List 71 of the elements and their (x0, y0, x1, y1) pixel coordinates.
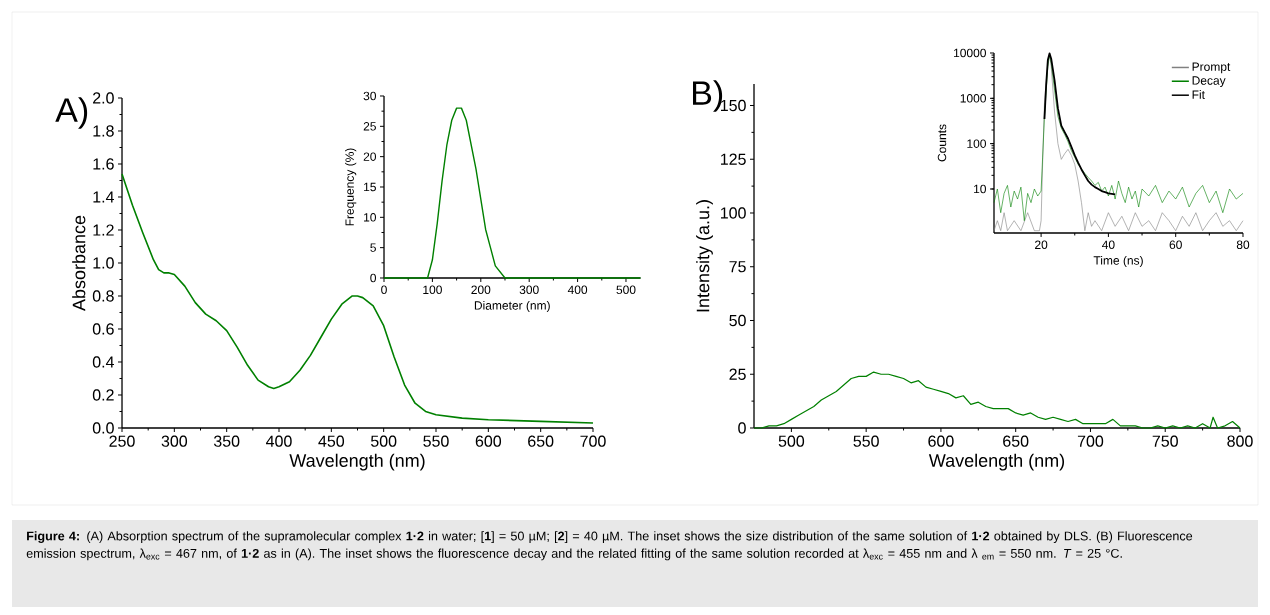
y-tick-label: 1.6 (93, 158, 114, 170)
y-axis-title: Absorbance (72, 215, 86, 311)
y-tick-label: 30 (363, 91, 377, 101)
text: Figure 4: (A) Absorption spectrum of the supramolecular complex 1·2 in water; [1] = 50 µM; [2] = 40 µM. The inset shows the size distribution of the same solution of 1·2 obtained by DLS. (B) Fluorescence emission spectrum, λ$_{exc}$ = 467 nm, of 1·2 as in (A). The inset shows the fluorescence decay and the related fitting of the same solution recorded at λ$_{exc}$ = 455 nm and λ $_{em}$ = 550 nm. T = 25 °C. (26, 531, 1193, 561)
x-tick-label: 500 (616, 285, 636, 295)
text: B) (693, 80, 723, 112)
y-tick-label: 75 (729, 261, 746, 273)
x-axis-title: Wavelength (nm) (289, 453, 425, 471)
y-tick-label: 125 (721, 153, 746, 165)
y-tick-label: 10 (364, 213, 377, 222)
x-tick-label: 40 (1102, 240, 1115, 249)
y-tick-label: 20 (363, 152, 377, 161)
x-tick-label: 650 (528, 435, 554, 447)
x-tick-label: 600 (928, 435, 954, 447)
y-tick-label: 1.2 (93, 224, 114, 236)
x-tick-label: 650 (1003, 435, 1029, 447)
x-tick-label: 750 (1152, 435, 1178, 447)
y-tick-label: 25 (363, 122, 376, 131)
y-tick-label: 0 (370, 273, 377, 283)
y-tick-label: 0.8 (92, 290, 114, 302)
x-tick-label: 400 (567, 285, 588, 295)
y-tick-label: 0.4 (92, 356, 114, 368)
x-tick-label: 800 (1227, 435, 1253, 447)
x-tick-label: 300 (519, 285, 539, 295)
y-tick-label: 10 (974, 184, 986, 194)
x-tick-label: 200 (471, 285, 491, 295)
x-tick-label: 0 (381, 285, 387, 295)
y-tick-label: 2.0 (93, 92, 114, 104)
x-axis-title: Time (ns) (1093, 255, 1143, 268)
x-tick-label: 60 (1169, 240, 1182, 249)
x-tick-label: 400 (266, 435, 292, 447)
x-tick-label: 700 (580, 435, 606, 447)
y-tick-label: 0.6 (92, 323, 114, 335)
x-axis-title: Wavelength (nm) (928, 453, 1065, 471)
y-tick-label: 150 (721, 99, 746, 112)
y-tick-label: 100 (967, 139, 986, 148)
x-tick-label: 550 (423, 435, 449, 447)
x-tick-label: 500 (370, 435, 397, 447)
y-tick-label: 10000 (954, 48, 986, 58)
y-tick-label: 100 (721, 207, 746, 219)
y-tick-label: 1.4 (93, 191, 114, 203)
x-axis-title: Diameter (nm) (474, 300, 550, 313)
x-tick-label: 550 (853, 435, 879, 447)
legend-label: Decay (1192, 76, 1226, 88)
x-tick-label: 20 (1035, 240, 1048, 249)
legend-label: Fit (1192, 90, 1205, 99)
x-tick-label: 600 (475, 435, 502, 447)
x-tick-label: 80 (1236, 240, 1250, 249)
y-axis-title: Intensity (a.u.) (696, 200, 713, 312)
y-tick-label: 1.8 (93, 125, 114, 137)
line-series (1043, 52, 1117, 196)
x-tick-label: 500 (778, 435, 805, 447)
x-tick-label: 100 (423, 285, 442, 295)
y-tick-label: 0.2 (92, 389, 114, 401)
y-axis-title: Frequency (%) (345, 148, 357, 226)
y-tick-label: 25 (729, 368, 746, 380)
y-tick-label: 15 (364, 182, 376, 192)
y-tick-label: 50 (729, 314, 746, 327)
x-tick-label: 250 (109, 435, 135, 447)
y-tick-label: 5 (370, 243, 376, 252)
y-tick-label: 0.0 (92, 422, 114, 434)
x-tick-label: 300 (161, 435, 188, 447)
legend-label: Prompt (1192, 62, 1231, 74)
x-tick-label: 350 (213, 435, 240, 447)
text: A) (55, 97, 88, 129)
y-tick-label: 0 (738, 422, 746, 434)
y-tick-label: 1000 (960, 94, 986, 103)
x-tick-label: 450 (318, 435, 345, 447)
y-axis-title: Counts (937, 124, 947, 162)
x-tick-label: 700 (1077, 435, 1104, 447)
y-tick-label: 1.0 (93, 257, 114, 269)
